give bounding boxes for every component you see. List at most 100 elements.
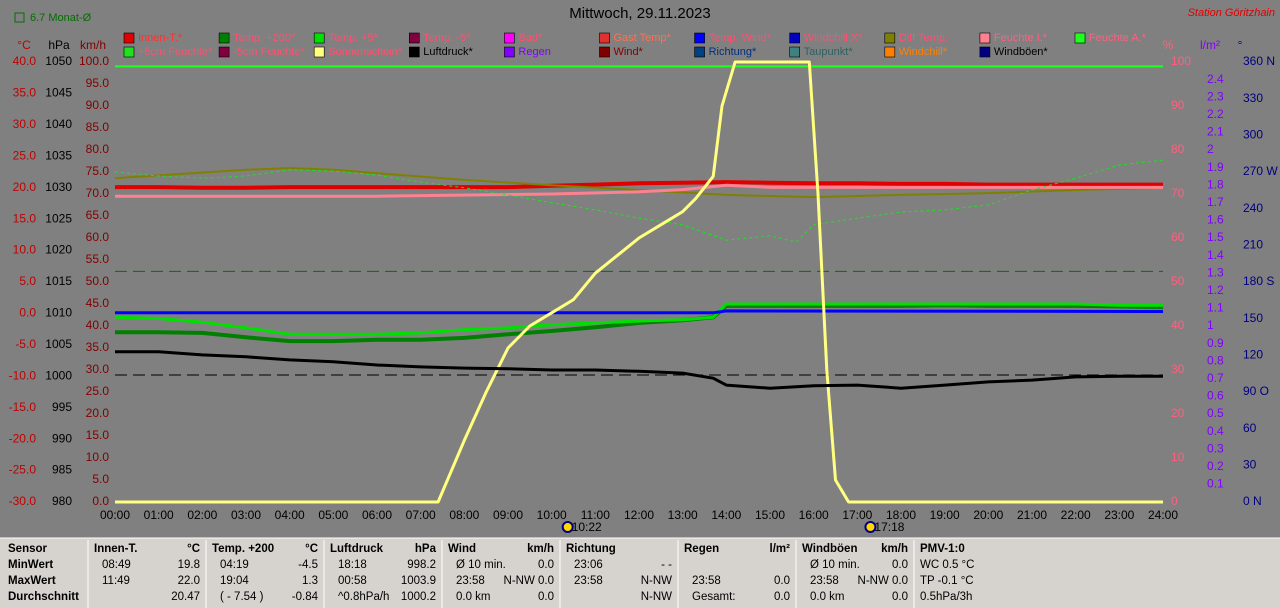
y-tick-label: 35.0 — [13, 86, 37, 100]
y-tick-label: 1030 — [45, 180, 72, 194]
x-tick-label: 19:00 — [930, 508, 960, 522]
y-tick-label: 120 — [1243, 348, 1263, 362]
y-tick-label: 1.4 — [1207, 248, 1224, 262]
y-tick-label: 985 — [52, 463, 72, 477]
legend-label: Feuchte A.* — [1089, 32, 1147, 44]
table-cell: 23:58 — [574, 575, 603, 587]
y-tick-label: 360 N — [1243, 54, 1275, 68]
table-cell: 0.5hPa/3h — [920, 591, 972, 603]
table-background — [0, 538, 1280, 608]
y-tick-label: 55.0 — [86, 252, 110, 266]
series-line — [115, 180, 1163, 190]
row-label: MinWert — [8, 559, 53, 571]
y-tick-label: 0.1 — [1207, 477, 1224, 491]
x-tick-label: 21:00 — [1017, 508, 1047, 522]
sun-marker-label: 17:18 — [874, 520, 904, 534]
y-tick-label: -10.0 — [9, 368, 37, 382]
y-tick-label: 30 — [1171, 362, 1185, 376]
legend-swatch — [789, 46, 801, 58]
axis-title: °C — [17, 38, 31, 52]
y-tick-label: 80.0 — [86, 142, 110, 156]
y-tick-label: 20.0 — [13, 180, 37, 194]
legend-swatch — [123, 46, 135, 58]
axis-title: l/m² — [1200, 38, 1220, 52]
legend-swatch — [504, 46, 515, 58]
legend-label: Temp. +200* — [233, 32, 296, 44]
legend-label: Taupunkt* — [804, 46, 854, 58]
legend-label: -5cm Feuchte* — [233, 46, 305, 58]
y-tick-label: 0.8 — [1207, 353, 1224, 367]
table-cell: -0.84 — [292, 591, 319, 603]
y-tick-label: 50 — [1171, 274, 1185, 288]
x-tick-label: 01:00 — [144, 508, 174, 522]
y-tick-label: 1000 — [45, 368, 72, 382]
sun-marker-label: 10:22 — [572, 520, 602, 534]
legend-label: Temp. -5* — [423, 32, 471, 44]
y-tick-label: 40.0 — [86, 318, 110, 332]
row-label: Sensor — [8, 543, 48, 555]
table-cell: 0.0 — [538, 591, 554, 603]
y-tick-label: 100 — [1171, 54, 1191, 68]
y-tick-label: 20 — [1171, 406, 1185, 420]
column-title: PMV-1:0 — [920, 543, 965, 555]
legend-swatch — [979, 32, 991, 44]
table-cell: WC 0.5 °C — [920, 559, 974, 571]
x-tick-label: 22:00 — [1061, 508, 1091, 522]
table-cell: 0.0 — [774, 591, 790, 603]
table-cell: 23:58 — [456, 575, 485, 587]
series-line — [114, 302, 1163, 336]
table-cell: 19:04 — [220, 575, 249, 587]
legend-swatch — [979, 46, 991, 58]
legend-label: Windchill* — [899, 46, 948, 58]
legend-label: Bad* — [518, 32, 543, 44]
x-tick-label: 03:00 — [231, 508, 261, 522]
y-tick-label: 70.0 — [86, 186, 110, 200]
legend-label: Gast Temp* — [614, 32, 672, 44]
chart-title: Mittwoch, 29.11.2023 — [569, 5, 710, 22]
legend-label: Temp. Wind* — [709, 32, 772, 44]
table-cell: N-NW — [641, 575, 672, 587]
table-cell: 23:58 — [810, 575, 839, 587]
y-tick-label: 70 — [1171, 186, 1185, 200]
y-tick-label: 1.5 — [1207, 230, 1224, 244]
column-unit: hPa — [415, 543, 437, 555]
x-tick-label: 13:00 — [668, 508, 698, 522]
x-tick-label: 24:00 — [1148, 508, 1178, 522]
y-tick-label: 35.0 — [86, 340, 110, 354]
y-tick-label: 85.0 — [86, 120, 110, 134]
y-tick-label: 45.0 — [86, 296, 110, 310]
axis-title: km/h — [80, 38, 106, 52]
table-cell: Ø 10 min. — [810, 559, 860, 571]
y-tick-label: -5.0 — [15, 337, 36, 351]
table-cell: 11:49 — [102, 575, 130, 587]
y-tick-label: 15.0 — [13, 211, 37, 225]
y-tick-label: 0.0 — [19, 306, 36, 320]
x-tick-label: 10:00 — [537, 508, 567, 522]
legend-swatch — [884, 32, 896, 44]
chart-background — [0, 0, 1280, 538]
y-tick-label: 1.7 — [1207, 195, 1224, 209]
table-cell: 19.8 — [178, 559, 200, 571]
y-tick-label: 50.0 — [86, 274, 110, 288]
y-tick-label: 0.0 — [92, 494, 109, 508]
column-title: Windböen — [802, 543, 857, 555]
y-tick-label: 240 — [1243, 201, 1263, 215]
x-tick-label: 09:00 — [493, 508, 523, 522]
column-title: Temp. +200 — [212, 543, 274, 555]
legend-label: Luftdruck* — [423, 46, 473, 58]
y-tick-label: 90 — [1171, 98, 1185, 112]
table-cell: ( - 7.54 ) — [220, 591, 264, 603]
x-tick-label: 04:00 — [275, 508, 305, 522]
sun-marker — [864, 521, 877, 533]
y-tick-label: 25.0 — [13, 148, 37, 162]
column-unit: km/h — [881, 543, 908, 555]
y-tick-label: 1.8 — [1207, 177, 1224, 191]
legend-label: Temp. +5* — [328, 32, 379, 44]
y-tick-label: 0.5 — [1207, 406, 1224, 420]
y-tick-label: 0.6 — [1207, 389, 1224, 403]
y-tick-label: 1005 — [45, 337, 72, 351]
series-line — [115, 350, 1163, 390]
legend-label: Richtung* — [709, 46, 757, 58]
legend-swatch — [313, 46, 325, 58]
